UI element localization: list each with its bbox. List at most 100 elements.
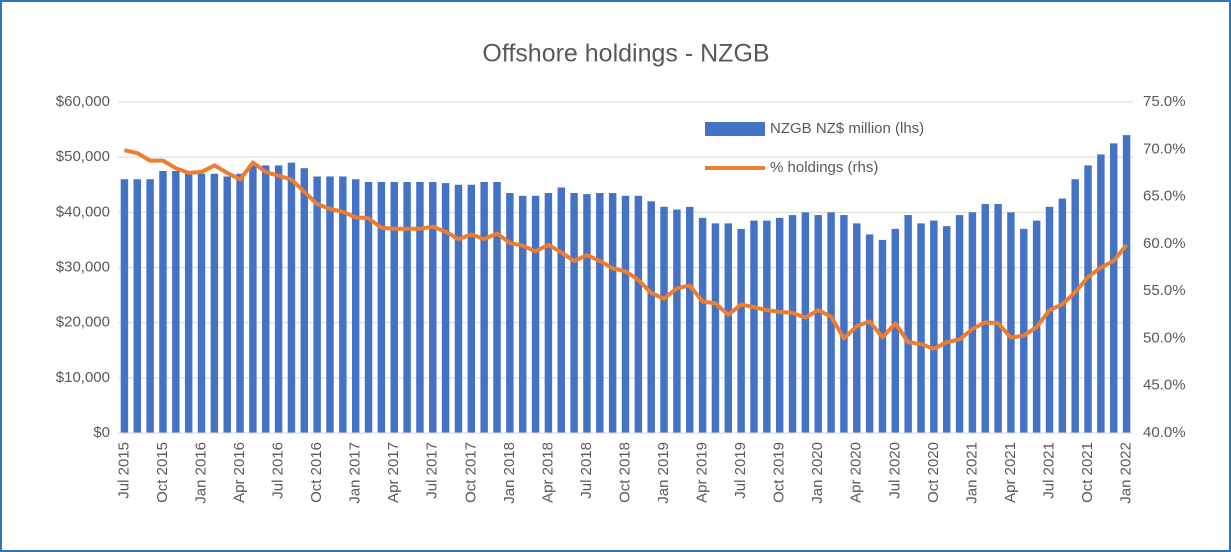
x-tick-label: Oct 2018 xyxy=(616,442,633,503)
x-tick-label: Jan 2022 xyxy=(1118,442,1135,504)
bar xyxy=(454,184,463,433)
y-tick-label: $30,000 xyxy=(56,258,110,275)
y2-tick-label: 50.0% xyxy=(1143,329,1186,346)
x-tick-label: Jul 2017 xyxy=(424,442,441,499)
x-tick-label: Apr 2021 xyxy=(1002,442,1019,503)
y-tick-label: $40,000 xyxy=(56,203,110,220)
x-tick-label: Oct 2019 xyxy=(771,442,788,503)
bar xyxy=(557,187,565,433)
bar xyxy=(981,204,989,433)
bar xyxy=(429,181,437,433)
bar xyxy=(506,193,514,433)
bar xyxy=(133,179,141,433)
bar xyxy=(236,173,244,433)
bar xyxy=(686,206,694,433)
y-tick-label: $60,000 xyxy=(56,93,110,110)
legend-swatch xyxy=(705,122,765,136)
bar xyxy=(339,176,347,433)
bar xyxy=(801,212,810,433)
x-tick-label: Oct 2015 xyxy=(154,442,171,503)
bar xyxy=(1071,179,1079,433)
bar xyxy=(673,209,681,433)
bar xyxy=(660,206,668,433)
bar xyxy=(570,193,578,433)
bar xyxy=(493,181,501,433)
bar xyxy=(737,228,745,433)
bar xyxy=(326,176,334,433)
bar xyxy=(827,212,835,433)
bar xyxy=(724,223,733,433)
bar xyxy=(775,217,784,433)
bar xyxy=(583,194,591,433)
bar xyxy=(891,228,900,433)
bar xyxy=(1020,228,1028,433)
y-tick-label: $50,000 xyxy=(56,148,110,165)
x-tick-label: Jan 2017 xyxy=(347,442,364,504)
bar xyxy=(313,176,321,433)
bar xyxy=(197,173,206,433)
bar xyxy=(364,181,373,433)
legend-label: NZGB NZ$ million (lhs) xyxy=(770,120,924,137)
bar xyxy=(467,184,476,433)
bar xyxy=(711,223,720,433)
y2-tick-label: 60.0% xyxy=(1143,235,1186,252)
x-tick-label: Jul 2018 xyxy=(578,442,595,499)
x-tick-label: Jan 2020 xyxy=(809,442,826,504)
bar xyxy=(994,204,1002,433)
bar xyxy=(608,193,617,433)
y2-tick-label: 40.0% xyxy=(1143,424,1186,441)
bar xyxy=(596,193,604,433)
x-tick-label: Jan 2019 xyxy=(655,442,672,504)
bar xyxy=(287,162,296,433)
bar xyxy=(172,170,180,434)
bar xyxy=(1084,165,1092,434)
x-tick-label: Oct 2020 xyxy=(925,442,942,503)
x-tick-label: Jul 2016 xyxy=(270,442,287,499)
x-tick-label: Jul 2019 xyxy=(732,442,749,499)
y2-tick-label: 70.0% xyxy=(1143,140,1186,157)
bar xyxy=(159,170,167,434)
bar xyxy=(1058,198,1067,433)
x-tick-label: Jul 2015 xyxy=(115,442,132,499)
bar xyxy=(300,168,309,433)
bar xyxy=(146,179,154,433)
bar xyxy=(274,165,283,434)
bar xyxy=(390,181,398,433)
line xyxy=(123,148,1129,351)
bar xyxy=(917,223,925,433)
bar xyxy=(955,215,964,433)
bar xyxy=(840,215,848,433)
bar xyxy=(441,183,450,433)
y2-tick-label: 65.0% xyxy=(1143,188,1186,205)
bar xyxy=(647,201,655,433)
bar xyxy=(763,220,771,433)
y2-tick-label: 75.0% xyxy=(1143,93,1186,110)
bar xyxy=(210,173,219,433)
bar xyxy=(968,212,977,433)
bar xyxy=(1007,212,1015,433)
x-tick-label: Apr 2018 xyxy=(539,442,556,503)
bar xyxy=(262,165,270,434)
bar xyxy=(865,234,874,433)
bar xyxy=(544,193,553,433)
bar xyxy=(621,195,630,433)
x-tick-label: Jul 2020 xyxy=(886,442,903,499)
bar xyxy=(930,220,938,433)
bar xyxy=(698,217,707,433)
bar xyxy=(377,181,386,433)
y-tick-label: $10,000 xyxy=(56,369,110,386)
bar xyxy=(814,215,822,433)
x-tick-label: Oct 2017 xyxy=(462,442,479,503)
bar xyxy=(1045,206,1054,433)
y2-tick-label: 55.0% xyxy=(1143,282,1186,299)
x-tick-label: Oct 2021 xyxy=(1079,442,1096,503)
bar xyxy=(416,181,424,433)
x-tick-label: Jan 2018 xyxy=(501,442,518,504)
bar xyxy=(223,176,231,433)
bar xyxy=(904,215,912,433)
bar xyxy=(120,179,129,433)
bar xyxy=(531,195,540,433)
bar xyxy=(1097,154,1105,434)
x-tick-label: Oct 2016 xyxy=(308,442,325,503)
